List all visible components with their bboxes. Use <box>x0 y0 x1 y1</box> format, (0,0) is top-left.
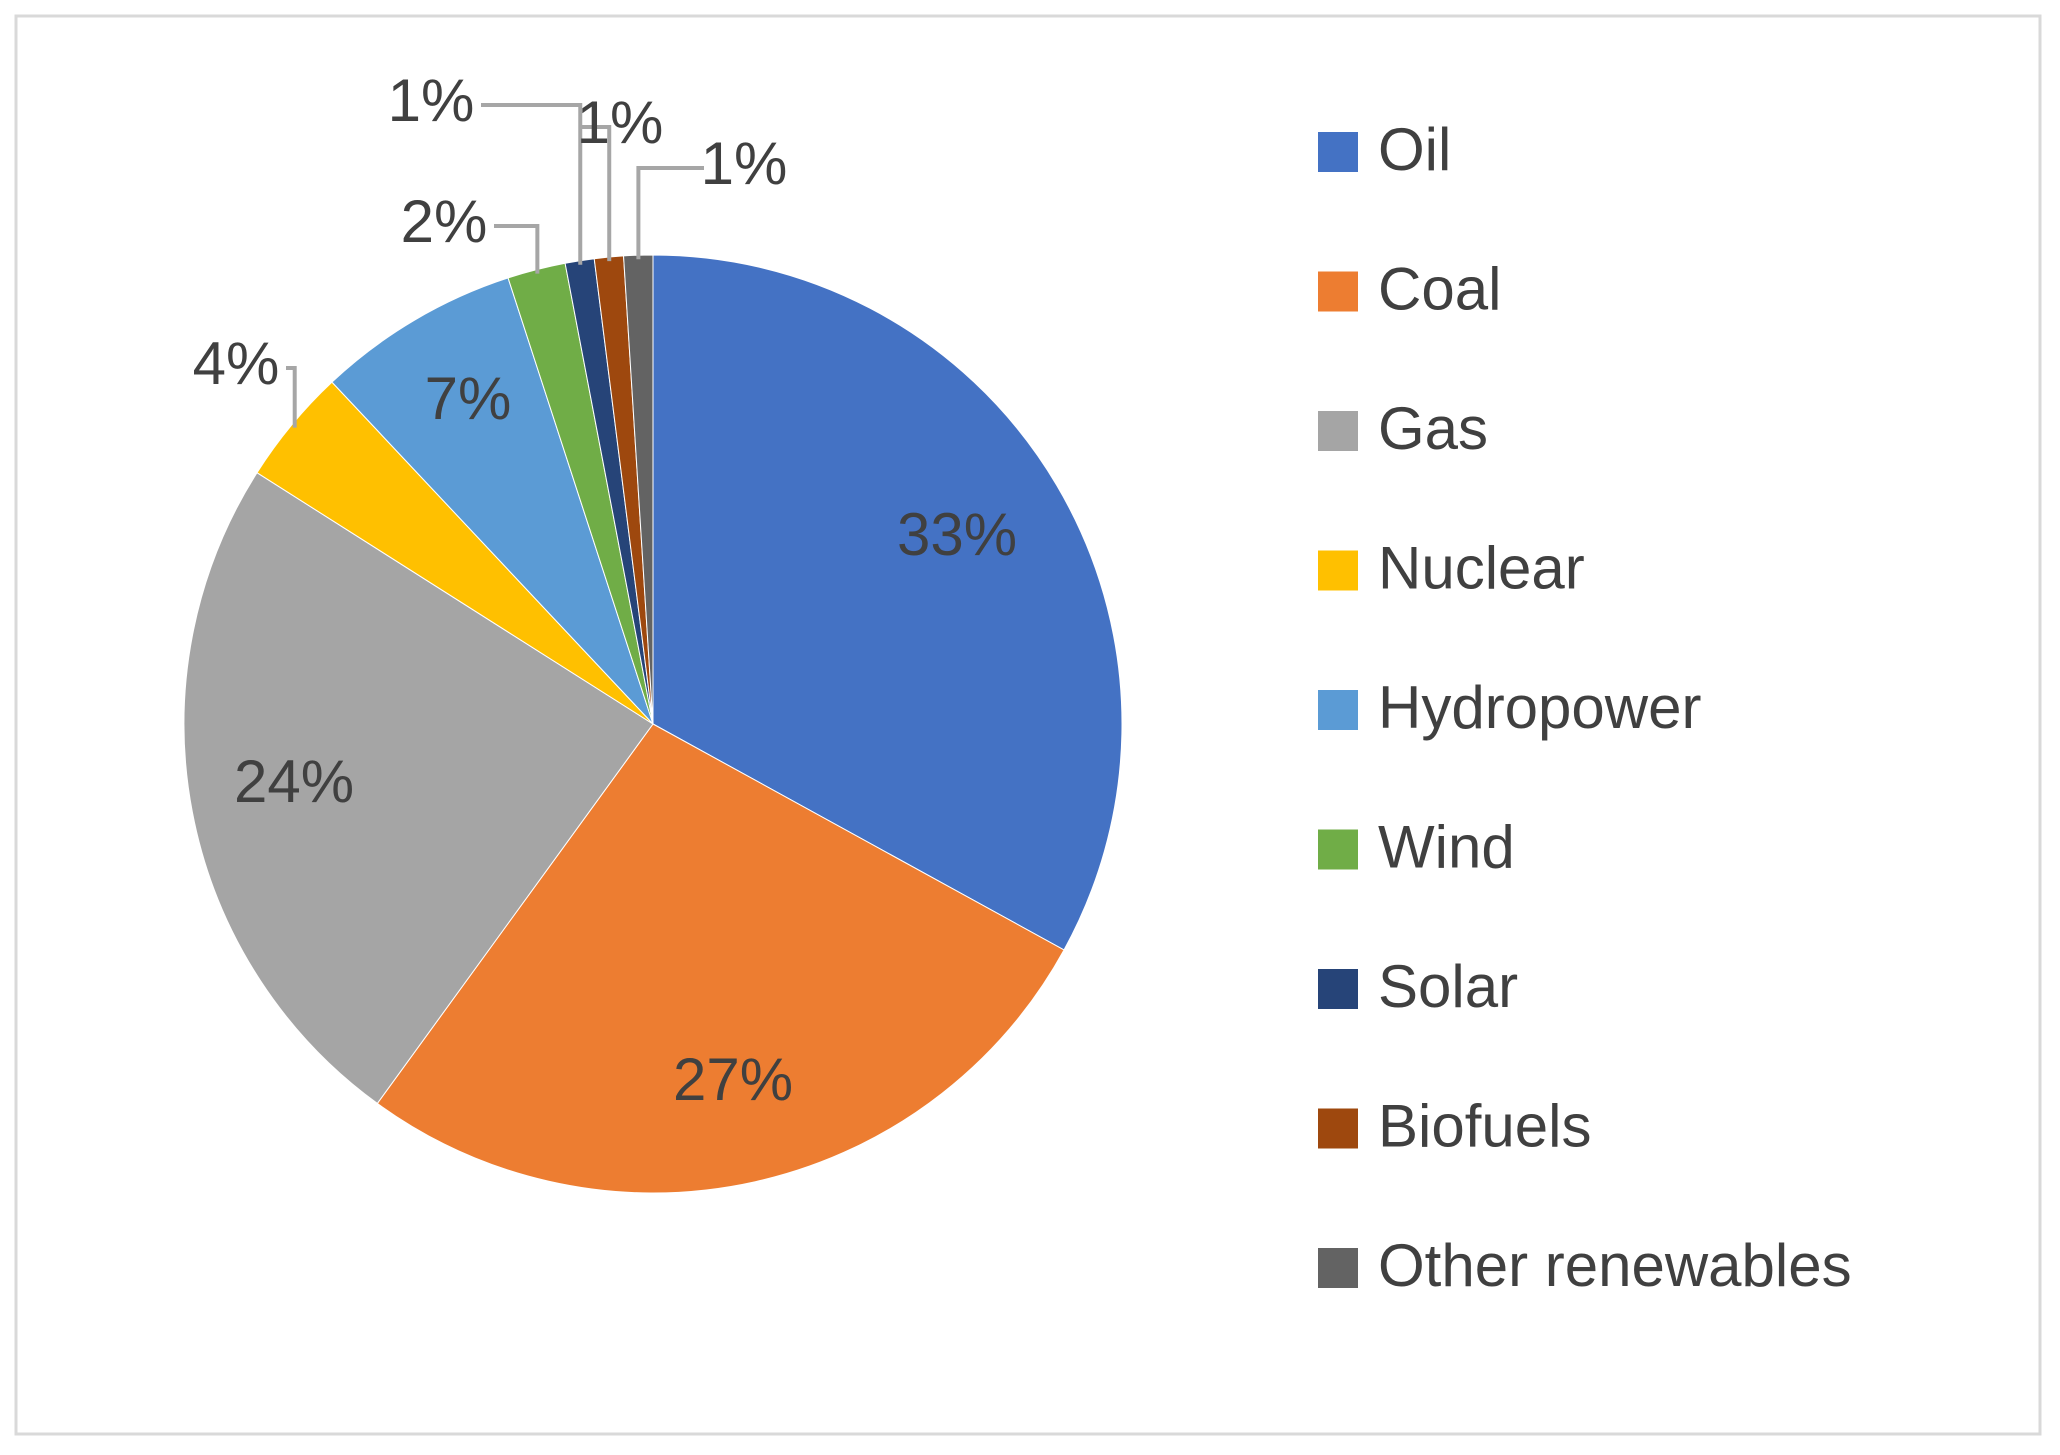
legend-label: Solar <box>1378 953 1518 1020</box>
pie-slice <box>331 277 654 725</box>
legend-label: Other renewables <box>1378 1232 1852 1299</box>
legend-swatch <box>1318 411 1358 451</box>
data-label: 1% <box>701 130 788 197</box>
legend-label: Coal <box>1378 255 1501 322</box>
legend-swatch <box>1318 690 1358 730</box>
data-label: 4% <box>193 330 280 397</box>
leader-line <box>286 366 297 428</box>
data-label: 2% <box>401 188 488 255</box>
legend-label: Wind <box>1378 813 1515 880</box>
legend-label: Gas <box>1378 395 1488 462</box>
data-label: 7% <box>425 365 512 432</box>
leader-line <box>494 224 540 274</box>
data-label: 1% <box>388 67 475 134</box>
leader-line <box>481 103 583 265</box>
pie-slice <box>652 254 1123 951</box>
legend-swatch <box>1318 969 1358 1009</box>
legend-swatch <box>1318 132 1358 172</box>
legend-swatch <box>1318 1108 1358 1149</box>
legend-swatch <box>1318 1248 1358 1288</box>
data-label: 33% <box>897 501 1017 568</box>
data-label: 24% <box>234 748 354 815</box>
legend-label: Oil <box>1378 116 1451 183</box>
leader-line <box>580 125 612 262</box>
data-label: 1% <box>577 89 664 156</box>
legend-swatch <box>1318 550 1358 591</box>
legend-label: Nuclear <box>1378 534 1585 601</box>
legend-swatch <box>1318 829 1358 870</box>
pie-slice <box>183 472 654 1105</box>
pie-slice <box>376 723 1065 1194</box>
legend-swatch <box>1318 271 1358 312</box>
legend-label: Hydropower <box>1378 674 1701 741</box>
leader-line <box>636 166 704 260</box>
legend-label: Biofuels <box>1378 1092 1591 1159</box>
data-label: 27% <box>673 1046 793 1113</box>
